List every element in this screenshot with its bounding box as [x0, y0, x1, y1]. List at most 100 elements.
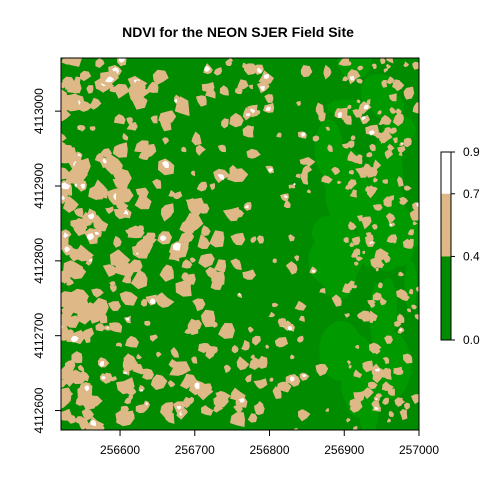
raster-cell-tan [190, 170, 196, 177]
raster-cell-tan [128, 259, 143, 273]
raster-cell-tan [356, 313, 363, 320]
raster-cell-tan [410, 394, 419, 405]
raster-cell-tan [78, 416, 89, 430]
raster-cell-tan [189, 257, 196, 263]
raster-cell-tan [386, 418, 391, 423]
raster-cell-tan [253, 378, 268, 389]
raster-cell-tan [130, 269, 148, 290]
raster-cell-tan [386, 374, 392, 380]
raster-cell-tan [105, 206, 114, 214]
raster-cell-white [287, 326, 293, 331]
raster-cell-tan [254, 110, 261, 116]
raster-cell-tan [213, 259, 227, 273]
raster-cell-tan [295, 173, 301, 179]
raster-cell-tan [285, 261, 298, 275]
ndvi-raster [61, 58, 419, 430]
raster-cell-tan [86, 85, 94, 94]
legend-label: 0.0 [463, 333, 480, 347]
raster-cell-tan [402, 353, 413, 364]
raster-cell-white [293, 183, 296, 186]
raster-cell-tan [61, 379, 67, 388]
raster-cell-tan [242, 269, 256, 280]
raster-cell-tan [384, 127, 393, 133]
raster-cell-tan [135, 187, 149, 198]
raster-cell-tan [356, 99, 361, 104]
raster-cell-tan [145, 81, 159, 93]
raster-patches [61, 58, 419, 430]
raster-cell-white [256, 67, 263, 73]
raster-cell-tan [184, 328, 191, 334]
raster-cell-tan [247, 326, 254, 333]
raster-cell-tan [349, 398, 358, 408]
raster-cell-tan [372, 371, 383, 384]
raster-cell-tan [237, 79, 249, 90]
raster-cell-tan [234, 87, 243, 95]
raster-cell-tan [181, 259, 193, 269]
raster-cell-tan [375, 261, 385, 269]
raster-cell-tan [347, 104, 352, 110]
raster-cell-tan [351, 249, 359, 258]
raster-cell-tan [412, 221, 418, 226]
legend-swatch [441, 256, 451, 340]
raster-cell-tan [242, 62, 246, 69]
raster-cell-tan [293, 255, 300, 262]
raster-cell-white [125, 317, 130, 321]
raster-cell-tan [167, 380, 176, 388]
raster-cell-white [194, 382, 201, 390]
raster-cell-tan [174, 96, 190, 117]
raster-cell-tan [256, 355, 268, 369]
raster-cell-tan [170, 347, 179, 358]
raster-cell-tan [398, 271, 404, 277]
raster-cell-white [350, 75, 355, 81]
raster-cell-tan [76, 305, 97, 325]
raster-cell-tan [109, 376, 118, 382]
raster-cell-tan [396, 176, 404, 187]
raster-cell-tan [294, 300, 307, 311]
raster-cell-tan [76, 244, 94, 262]
raster-cell-tan [116, 377, 135, 395]
raster-cell-tan [305, 157, 316, 168]
raster-cell-tan [136, 353, 142, 360]
raster-cell-tan [77, 364, 85, 372]
raster-cell-tan [230, 412, 245, 427]
raster-cell-tan [179, 373, 198, 390]
raster-cell-white [217, 174, 225, 180]
raster-cell-tan [398, 292, 410, 302]
raster-cell-tan [219, 85, 229, 96]
raster-cell-tan [341, 143, 350, 149]
raster-cell-tan [403, 185, 412, 191]
raster-cell-tan [61, 387, 72, 402]
raster-cell-tan [355, 344, 360, 350]
raster-cell-tan [403, 86, 415, 100]
raster-cell-tan [272, 386, 282, 399]
x-axis: 256600 256700 256800 256900 257000 [100, 429, 439, 457]
raster-cell-white [84, 385, 90, 392]
raster-cell-tan [112, 142, 128, 158]
raster-cell-tan [78, 125, 86, 132]
raster-cell-tan [125, 335, 139, 348]
raster-cell-tan [300, 171, 308, 184]
raster-cell-tan [201, 405, 214, 416]
raster-cell-tan [301, 165, 313, 174]
raster-cell-tan [325, 408, 329, 412]
raster-cell-tan [379, 368, 384, 372]
raster-cell-tan [150, 115, 158, 124]
raster-cell-tan [150, 374, 168, 390]
raster-cell-tan [73, 168, 88, 180]
raster-cell-tan [353, 369, 363, 378]
raster-cell-tan [373, 159, 382, 171]
raster-cell-tan [139, 143, 157, 158]
raster-cell-tan [362, 360, 373, 373]
raster-cell-white [238, 398, 245, 403]
raster-cell-tan [346, 418, 351, 423]
raster-cell-tan [121, 273, 131, 284]
chart-title: NDVI for the NEON SJER Field Site [122, 24, 354, 40]
raster-cell-tan [141, 298, 148, 307]
raster-cell-tan [158, 110, 177, 123]
raster-cell-tan [276, 132, 282, 138]
raster-cell-tan [347, 116, 351, 120]
raster-cell-tan [61, 400, 66, 409]
raster-cell-tan [242, 125, 255, 138]
raster-cell-tan [209, 183, 215, 191]
raster-cell-tan [126, 122, 138, 131]
